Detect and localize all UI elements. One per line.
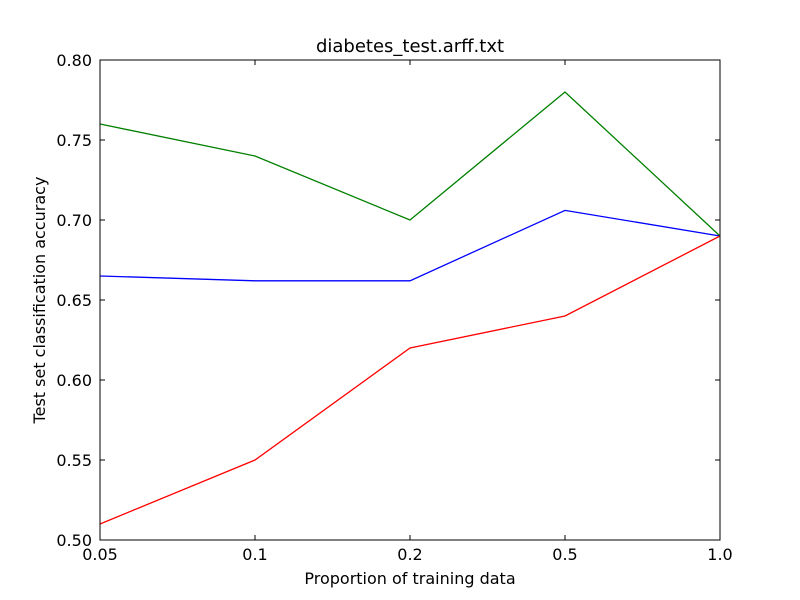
x-tick-label: 0.1 xyxy=(242,545,267,564)
y-axis-label: Test set classification accuracy xyxy=(30,177,49,425)
y-tick-label: 0.60 xyxy=(56,371,92,390)
x-tick-label: 0.2 xyxy=(397,545,422,564)
series-line-1 xyxy=(99,209,721,282)
series-line-2 xyxy=(99,91,721,237)
chart-title: diabetes_test.arff.txt xyxy=(316,36,504,57)
x-tick-label: 1.0 xyxy=(707,545,732,564)
x-tick-label: 0.05 xyxy=(82,545,118,564)
y-tick-label: 0.80 xyxy=(56,51,92,70)
plot-area-frame xyxy=(99,59,721,541)
y-tick-label: 0.65 xyxy=(56,291,92,310)
axis-ticks: 0.05 0.1 0.2 0.5 1.0 0.50 0.55 0.60 0.65 0.70 0.75… xyxy=(56,51,732,564)
y-tick-label: 0.50 xyxy=(56,531,92,550)
x-tick-label: 0.5 xyxy=(552,545,577,564)
y-tick-label: 0.75 xyxy=(56,131,92,150)
series-line-3 xyxy=(99,235,721,525)
x-axis-label: Proportion of training data xyxy=(304,569,515,588)
series-lines xyxy=(99,91,721,525)
y-tick-label: 0.70 xyxy=(56,211,92,230)
y-tick-label: 0.55 xyxy=(56,451,92,470)
